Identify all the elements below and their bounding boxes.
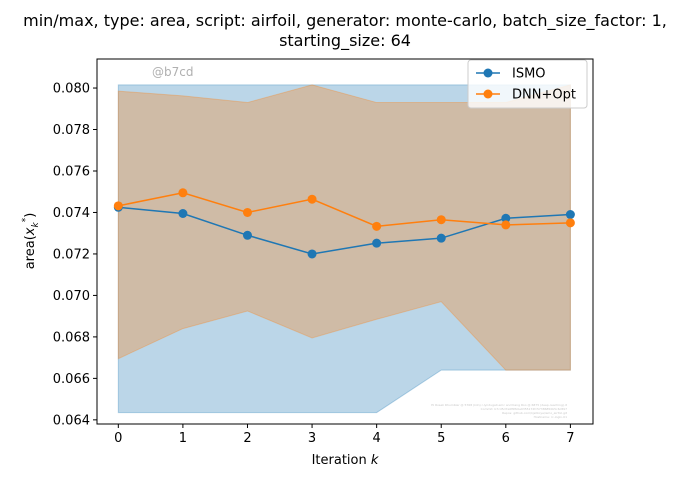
watermark: @b7cd	[152, 65, 193, 79]
y-tick-label-4: 0.072	[53, 247, 90, 262]
x-tick-label-4: 4	[373, 431, 381, 446]
point-1-0	[113, 201, 123, 211]
point-0-6	[501, 213, 511, 223]
point-1-2	[242, 207, 252, 217]
x-axis-label: Iteration k	[312, 453, 379, 468]
x-tick-label-2: 2	[243, 431, 251, 446]
legend-marker-0	[483, 68, 493, 78]
footnote: Hi Roseli Rhumbler @ 5768 (kiln) r-lyndu…	[431, 403, 568, 419]
legend-marker-1	[483, 89, 493, 99]
point-0-4	[372, 238, 382, 248]
y-axis-label: area(xk*)	[21, 213, 41, 270]
x-tick-label-1: 1	[179, 431, 187, 446]
footnote-line-3: Hostname: rc-login-01	[534, 415, 568, 419]
point-0-7	[565, 210, 575, 220]
axes-frame	[96, 58, 594, 425]
y-tick-label-0: 0.064	[53, 413, 90, 428]
x-tick-label-3: 3	[308, 431, 316, 446]
legend: ISMO DNN+Opt	[467, 59, 588, 109]
point-0-3	[307, 249, 317, 259]
x-axis-ticks: 0 1 2 3 4 5 6 7	[114, 424, 575, 446]
point-0-5	[436, 233, 446, 243]
point-1-4	[372, 221, 382, 231]
footnote-line-1: Commit: b7cd5d7e0f6fb0e9355172fc57386850…	[481, 407, 567, 411]
point-0-2	[242, 230, 252, 240]
y-tick-label-7: 0.078	[53, 123, 90, 138]
legend-box	[467, 59, 588, 109]
y-tick-label-6: 0.076	[53, 164, 90, 179]
legend-label-1: DNN+Opt	[512, 88, 576, 103]
y-tick-label-3: 0.070	[53, 289, 90, 304]
chart-title-line2: starting_size: 64	[279, 31, 411, 51]
chart-title-line1: min/max, type: area, script: airfoil, ge…	[23, 11, 667, 31]
x-tick-label-0: 0	[114, 431, 122, 446]
point-1-7	[565, 218, 575, 228]
point-0-1	[178, 209, 188, 219]
point-1-5	[436, 215, 446, 225]
point-1-3	[307, 194, 317, 204]
x-tick-label-5: 5	[437, 431, 445, 446]
y-tick-label-2: 0.068	[53, 330, 90, 345]
y-axis-ticks: 0.064 0.066 0.068 0.070 0.072 0.074 0.076 0.078…	[53, 82, 97, 428]
footnote-line-2: Repos: github.com/kjetil-lye/ismo_airfoi…	[502, 411, 568, 415]
footnote-line-0: Hi Roseli Rhumbler @ 5768 (kiln) r-lyndu…	[431, 403, 568, 407]
point-1-1	[178, 188, 188, 198]
plot-area: @b7cd Hi Roseli Rhumbler @ 5768 (kiln) r…	[113, 65, 575, 419]
point-1-6	[501, 220, 511, 230]
x-tick-label-6: 6	[502, 431, 510, 446]
y-tick-label-8: 0.080	[53, 82, 90, 97]
line-1	[118, 191, 571, 228]
x-tick-label-7: 7	[566, 431, 574, 446]
series-lines	[118, 191, 571, 255]
series-points	[113, 188, 575, 259]
line-0	[118, 206, 571, 255]
legend-label-0: ISMO	[512, 67, 546, 82]
y-tick-label-1: 0.066	[53, 372, 90, 387]
band-1	[117, 84, 571, 371]
y-tick-label-5: 0.074	[53, 206, 90, 221]
